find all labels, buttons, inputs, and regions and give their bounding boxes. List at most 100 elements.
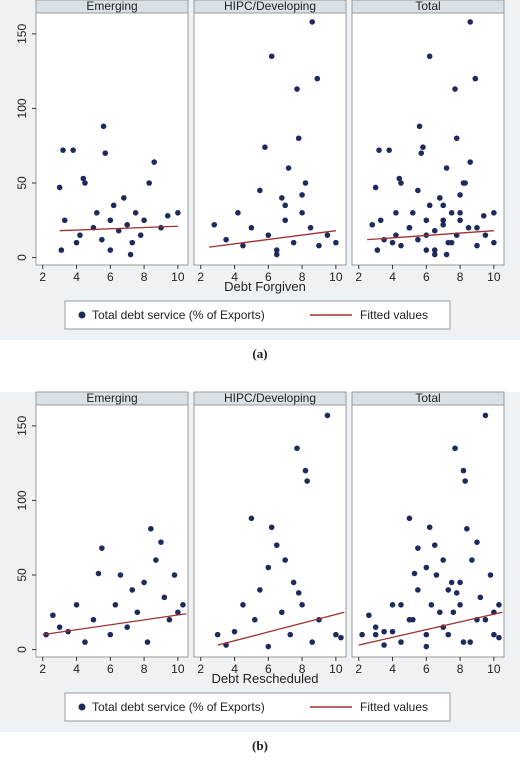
point <box>469 557 475 563</box>
point <box>171 572 178 578</box>
point <box>482 616 489 623</box>
point <box>127 251 134 258</box>
point <box>467 639 474 645</box>
point <box>240 242 246 249</box>
point <box>273 542 280 548</box>
point <box>418 150 425 156</box>
point <box>474 242 480 249</box>
point <box>94 210 100 216</box>
y-tick-label: 150 <box>15 24 29 44</box>
point <box>141 217 147 224</box>
point <box>262 144 268 151</box>
point <box>107 247 114 253</box>
point <box>70 147 76 153</box>
point <box>211 221 218 228</box>
point <box>268 524 275 531</box>
point <box>467 19 474 25</box>
point <box>273 247 280 253</box>
point <box>151 159 158 165</box>
point <box>56 624 63 630</box>
point <box>99 236 105 243</box>
panel-title: Total <box>415 0 440 13</box>
point <box>252 616 258 623</box>
point <box>309 639 316 645</box>
point <box>410 210 416 216</box>
panel-title: HIPC/Developing <box>224 0 316 13</box>
point <box>248 224 255 231</box>
point <box>180 602 186 608</box>
point <box>491 239 497 246</box>
point <box>279 195 285 201</box>
point <box>324 232 331 238</box>
point <box>372 624 379 630</box>
point <box>369 221 376 228</box>
x-tick-label: 4 <box>231 662 238 676</box>
point <box>366 612 372 619</box>
point <box>295 590 302 596</box>
point <box>129 587 136 593</box>
point <box>124 221 130 228</box>
point <box>440 217 447 224</box>
x-axis-label: Debt Forgiven <box>224 279 306 294</box>
point <box>166 616 173 623</box>
point <box>423 631 430 638</box>
point <box>415 187 421 194</box>
point <box>285 165 292 171</box>
point <box>389 239 396 246</box>
point <box>433 572 440 578</box>
x-tick-label: 8 <box>141 270 148 284</box>
point <box>132 210 139 216</box>
point <box>333 239 339 246</box>
point <box>240 602 246 608</box>
plot-area <box>193 12 347 266</box>
point <box>161 594 168 601</box>
point <box>60 147 66 153</box>
point <box>282 202 289 209</box>
x-tick-label: 6 <box>423 662 430 676</box>
point <box>164 212 171 219</box>
x-tick-label: 6 <box>265 662 272 676</box>
point <box>440 202 447 209</box>
point <box>100 123 107 130</box>
x-tick-label: 6 <box>423 270 430 284</box>
point <box>491 210 497 216</box>
x-tick-label: 4 <box>73 662 80 676</box>
point <box>393 210 399 216</box>
point <box>282 217 289 224</box>
point <box>374 247 381 253</box>
point <box>467 159 474 165</box>
point <box>448 210 455 216</box>
point <box>443 165 450 171</box>
point <box>287 631 294 638</box>
x-tick-label: 8 <box>299 270 306 284</box>
point <box>445 587 452 593</box>
point <box>457 192 463 198</box>
point <box>443 251 450 258</box>
x-tick-label: 8 <box>457 270 464 284</box>
x-tick-label: 4 <box>389 270 396 284</box>
point <box>377 217 384 224</box>
plot-area <box>35 12 189 266</box>
point <box>448 579 455 586</box>
point <box>80 175 87 182</box>
point <box>474 539 480 545</box>
x-tick-label: 10 <box>487 270 501 284</box>
point <box>107 217 114 224</box>
point <box>257 187 263 194</box>
point <box>480 212 487 219</box>
point <box>440 557 447 563</box>
point <box>496 602 502 608</box>
point <box>294 86 300 92</box>
point <box>445 631 452 638</box>
point <box>398 639 404 645</box>
legend <box>64 300 451 330</box>
point <box>381 642 387 648</box>
point <box>426 524 433 531</box>
fitted-line <box>59 225 178 232</box>
point <box>95 570 102 577</box>
x-tick-label: 4 <box>231 270 238 284</box>
point <box>496 634 502 641</box>
point <box>299 192 305 198</box>
point <box>452 86 458 92</box>
